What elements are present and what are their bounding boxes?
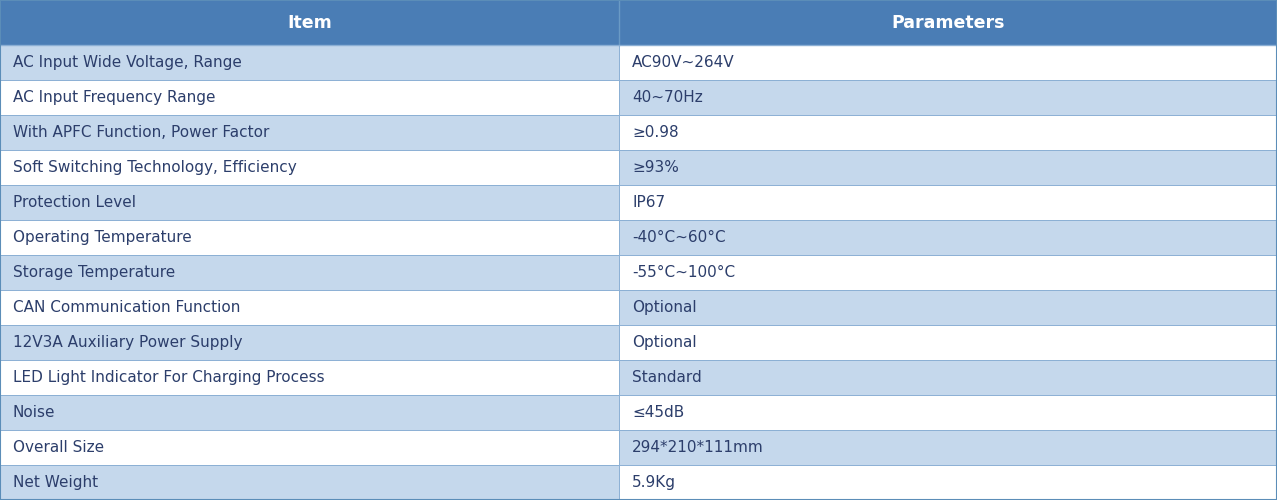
Text: Protection Level: Protection Level: [13, 196, 135, 210]
Bar: [0, 0, 1277, 46]
Text: Optional: Optional: [632, 335, 697, 350]
Bar: [0, 360, 619, 395]
Text: IP67: IP67: [632, 196, 665, 210]
Bar: [0, 430, 619, 465]
Text: AC90V~264V: AC90V~264V: [632, 56, 734, 70]
Bar: [619, 80, 1277, 116]
Text: Item: Item: [287, 14, 332, 32]
Text: -40°C~60°C: -40°C~60°C: [632, 230, 725, 246]
Text: ≤45dB: ≤45dB: [632, 405, 684, 420]
Bar: [619, 186, 1277, 220]
Text: Parameters: Parameters: [891, 14, 1005, 32]
Text: ≥93%: ≥93%: [632, 160, 679, 176]
Text: Overall Size: Overall Size: [13, 440, 103, 455]
Bar: [619, 46, 1277, 80]
Bar: [619, 465, 1277, 500]
Text: 5.9Kg: 5.9Kg: [632, 475, 676, 490]
Text: CAN Communication Function: CAN Communication Function: [13, 300, 240, 315]
Bar: [619, 255, 1277, 290]
Text: Soft Switching Technology, Efficiency: Soft Switching Technology, Efficiency: [13, 160, 296, 176]
Bar: [0, 150, 619, 186]
Text: Operating Temperature: Operating Temperature: [13, 230, 192, 246]
Text: 294*210*111mm: 294*210*111mm: [632, 440, 764, 455]
Bar: [619, 150, 1277, 186]
Bar: [619, 220, 1277, 255]
Text: Net Weight: Net Weight: [13, 475, 98, 490]
Text: Storage Temperature: Storage Temperature: [13, 265, 175, 280]
Bar: [0, 186, 619, 220]
Text: ≥0.98: ≥0.98: [632, 126, 679, 140]
Bar: [0, 255, 619, 290]
Bar: [619, 325, 1277, 360]
Text: LED Light Indicator For Charging Process: LED Light Indicator For Charging Process: [13, 370, 324, 385]
Bar: [619, 290, 1277, 325]
Bar: [0, 325, 619, 360]
Text: Standard: Standard: [632, 370, 702, 385]
Text: AC Input Frequency Range: AC Input Frequency Range: [13, 90, 216, 106]
Text: 40~70Hz: 40~70Hz: [632, 90, 702, 106]
Bar: [619, 360, 1277, 395]
Text: 12V3A Auxiliary Power Supply: 12V3A Auxiliary Power Supply: [13, 335, 243, 350]
Bar: [0, 220, 619, 255]
Bar: [619, 395, 1277, 430]
Text: With APFC Function, Power Factor: With APFC Function, Power Factor: [13, 126, 269, 140]
Text: Optional: Optional: [632, 300, 697, 315]
Text: Noise: Noise: [13, 405, 55, 420]
Bar: [0, 290, 619, 325]
Bar: [0, 465, 619, 500]
Bar: [619, 116, 1277, 150]
Bar: [0, 395, 619, 430]
Text: AC Input Wide Voltage, Range: AC Input Wide Voltage, Range: [13, 56, 241, 70]
Bar: [0, 80, 619, 116]
Text: -55°C~100°C: -55°C~100°C: [632, 265, 736, 280]
Bar: [0, 116, 619, 150]
Bar: [619, 430, 1277, 465]
Bar: [0, 46, 619, 80]
